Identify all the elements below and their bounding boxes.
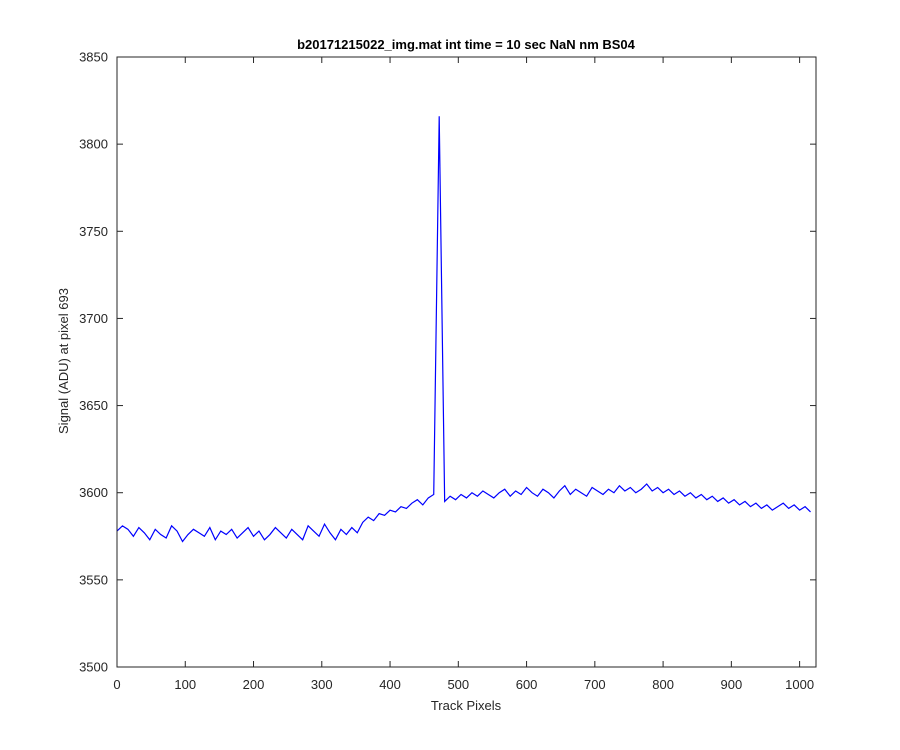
y-tick-label: 3650 <box>79 398 108 413</box>
series-line-1 <box>116 116 811 543</box>
y-tick-label: 3500 <box>79 660 108 675</box>
x-tick-label: 400 <box>379 677 401 692</box>
series-layer <box>116 116 811 543</box>
x-tick-label: 1000 <box>785 677 814 692</box>
y-tick-label: 3550 <box>79 572 108 587</box>
x-tick-label: 700 <box>584 677 606 692</box>
y-axis-label: Signal (ADU) at pixel 693 <box>56 288 71 434</box>
x-tick-label: 800 <box>652 677 674 692</box>
x-tick-label: 200 <box>243 677 265 692</box>
plot-background <box>117 57 816 667</box>
x-tick-label: 0 <box>113 677 120 692</box>
plot-area <box>117 57 816 667</box>
axes-box <box>116 56 817 668</box>
x-tick-label: 600 <box>516 677 538 692</box>
y-tick-label: 3750 <box>79 224 108 239</box>
x-axis-label: Track Pixels <box>431 698 502 713</box>
x-tick-label: 500 <box>447 677 469 692</box>
axes-layer: 0 100 200 300 400 500 600 700 800 900 1000 3500 3550… <box>79 50 817 692</box>
x-tick-label: 100 <box>174 677 196 692</box>
y-tick-label: 3850 <box>79 50 108 65</box>
y-tick-label: 3600 <box>79 485 108 500</box>
x-tick-label: 900 <box>721 677 743 692</box>
y-tick-label: 3800 <box>79 137 108 152</box>
x-tick-label: 300 <box>311 677 333 692</box>
y-tick-label: 3700 <box>79 311 108 326</box>
chart-title: b20171215022_img.mat int time = 10 sec N… <box>297 37 636 52</box>
